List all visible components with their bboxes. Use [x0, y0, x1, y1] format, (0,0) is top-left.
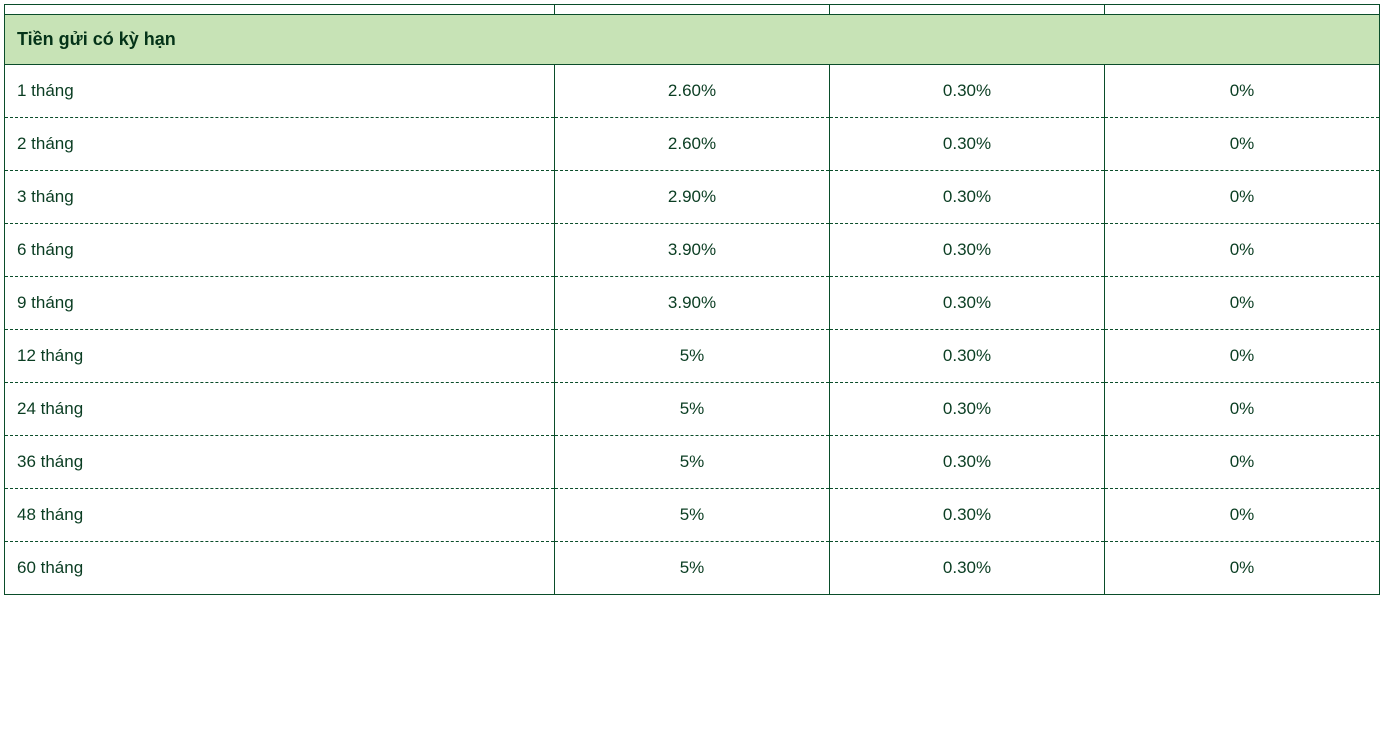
- rates-table: Tiền gửi có kỳ hạn 1 tháng2.60%0.30%0%2 …: [4, 4, 1380, 595]
- rate1-cell: 2.60%: [555, 65, 830, 118]
- table-row: 24 tháng5%0.30%0%: [5, 383, 1380, 436]
- rate2-cell: 0.30%: [830, 224, 1105, 277]
- rate2-cell: 0.30%: [830, 171, 1105, 224]
- term-cell: 12 tháng: [5, 330, 555, 383]
- rate2-cell: 0.30%: [830, 436, 1105, 489]
- rate1-cell: 3.90%: [555, 277, 830, 330]
- spacer-cell: [555, 5, 830, 15]
- table-row: 3 tháng2.90%0.30%0%: [5, 171, 1380, 224]
- table-row: 48 tháng5%0.30%0%: [5, 489, 1380, 542]
- rate1-cell: 2.90%: [555, 171, 830, 224]
- term-cell: 1 tháng: [5, 65, 555, 118]
- term-cell: 48 tháng: [5, 489, 555, 542]
- rate1-cell: 5%: [555, 383, 830, 436]
- term-cell: 24 tháng: [5, 383, 555, 436]
- rate3-cell: 0%: [1105, 383, 1380, 436]
- rate3-cell: 0%: [1105, 436, 1380, 489]
- rate2-cell: 0.30%: [830, 65, 1105, 118]
- rate3-cell: 0%: [1105, 171, 1380, 224]
- table-row: 60 tháng5%0.30%0%: [5, 542, 1380, 595]
- term-cell: 3 tháng: [5, 171, 555, 224]
- rate3-cell: 0%: [1105, 330, 1380, 383]
- term-cell: 9 tháng: [5, 277, 555, 330]
- rates-table-container: Tiền gửi có kỳ hạn 1 tháng2.60%0.30%0%2 …: [4, 4, 1380, 595]
- rate3-cell: 0%: [1105, 65, 1380, 118]
- rate3-cell: 0%: [1105, 489, 1380, 542]
- rate2-cell: 0.30%: [830, 542, 1105, 595]
- table-row: 6 tháng3.90%0.30%0%: [5, 224, 1380, 277]
- rate1-cell: 2.60%: [555, 118, 830, 171]
- rate1-cell: 5%: [555, 330, 830, 383]
- spacer-cell: [1105, 5, 1380, 15]
- section-header-cell: Tiền gửi có kỳ hạn: [5, 15, 1380, 65]
- term-cell: 6 tháng: [5, 224, 555, 277]
- table-row: 12 tháng5%0.30%0%: [5, 330, 1380, 383]
- table-row: 1 tháng2.60%0.30%0%: [5, 65, 1380, 118]
- section-header-row: Tiền gửi có kỳ hạn: [5, 15, 1380, 65]
- rate2-cell: 0.30%: [830, 489, 1105, 542]
- rate2-cell: 0.30%: [830, 383, 1105, 436]
- table-row: 9 tháng3.90%0.30%0%: [5, 277, 1380, 330]
- rate1-cell: 5%: [555, 436, 830, 489]
- rate1-cell: 5%: [555, 542, 830, 595]
- term-cell: 60 tháng: [5, 542, 555, 595]
- table-body: 1 tháng2.60%0.30%0%2 tháng2.60%0.30%0%3 …: [5, 65, 1380, 595]
- rate3-cell: 0%: [1105, 118, 1380, 171]
- table-row: 36 tháng5%0.30%0%: [5, 436, 1380, 489]
- rate2-cell: 0.30%: [830, 277, 1105, 330]
- table-row: 2 tháng2.60%0.30%0%: [5, 118, 1380, 171]
- rate3-cell: 0%: [1105, 542, 1380, 595]
- term-cell: 36 tháng: [5, 436, 555, 489]
- rate2-cell: 0.30%: [830, 330, 1105, 383]
- spacer-cell: [5, 5, 555, 15]
- rate2-cell: 0.30%: [830, 118, 1105, 171]
- term-cell: 2 tháng: [5, 118, 555, 171]
- rate3-cell: 0%: [1105, 277, 1380, 330]
- rate3-cell: 0%: [1105, 224, 1380, 277]
- rate1-cell: 5%: [555, 489, 830, 542]
- rate1-cell: 3.90%: [555, 224, 830, 277]
- header-spacer-row: [5, 5, 1380, 15]
- spacer-cell: [830, 5, 1105, 15]
